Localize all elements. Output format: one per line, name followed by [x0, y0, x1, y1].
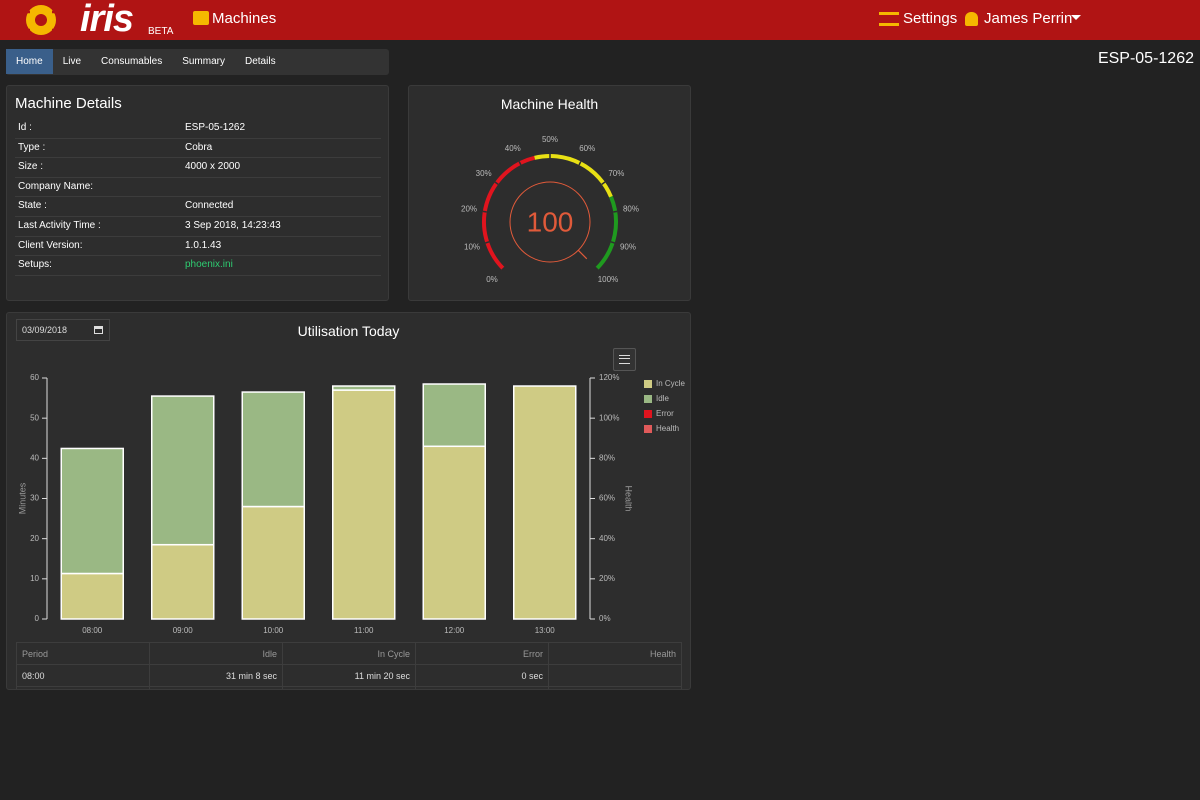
table-cell: 31 min 8 sec: [149, 664, 283, 687]
header: iris BETA Machines Settings James Perrin: [0, 0, 1200, 40]
menu-icon: [619, 355, 630, 364]
logo-icon: [10, 5, 72, 35]
calendar-icon: [94, 326, 103, 334]
table-header: In Cycle: [282, 642, 416, 665]
user-icon: [965, 12, 978, 26]
detail-row: Company Name:: [15, 177, 381, 198]
health-title: Machine Health: [500, 96, 599, 112]
tab[interactable]: Details: [245, 56, 276, 67]
machines-icon: [193, 11, 209, 25]
tab[interactable]: Home: [6, 49, 53, 74]
user-caret: [1071, 15, 1081, 25]
period-table: Period Idle In Cycle Error Health 08:00 31 min…: [16, 642, 682, 689]
detail-row: Last Activity Time : 3 Sep 2018, 14:23:43: [15, 216, 381, 237]
detail-value: 1.0.1.43: [185, 239, 222, 251]
table-cell: 11 min 20 sec: [282, 664, 416, 687]
table-cell: [149, 686, 283, 689]
detail-value[interactable]: phoenix.ini: [185, 259, 233, 271]
date-input[interactable]: 03/09/2018: [16, 319, 110, 341]
nav-settings[interactable]: Settings: [903, 10, 958, 27]
table-header: Period: [16, 642, 150, 665]
detail-row: Id : ESP-05-1262: [15, 118, 381, 139]
tab[interactable]: Live: [62, 56, 82, 67]
table-cell: [548, 664, 682, 687]
table-header: Health: [548, 642, 682, 665]
detail-value: 4000 x 2000: [185, 161, 241, 173]
detail-value: 3 Sep 2018, 14:23:43: [185, 220, 281, 231]
tab[interactable]: Consumables: [101, 56, 163, 67]
detail-row: Client Version: 1.0.1.43: [15, 236, 381, 257]
beta-badge: BETA: [148, 26, 174, 37]
table-cell: 08:00: [16, 664, 150, 687]
chart-menu[interactable]: [613, 348, 636, 371]
table-header-row: Period Idle In Cycle Error Health: [16, 642, 682, 665]
chart-title: Utilisation Today: [297, 323, 400, 339]
detail-row: State : Connected: [15, 196, 381, 217]
table-cell: 0 sec: [415, 664, 549, 687]
detail-label: Company Name:: [18, 180, 94, 192]
nav-user[interactable]: James Perrin: [984, 10, 1073, 27]
detail-label: Client Version:: [18, 239, 83, 251]
machine-id: ESP-05-1262: [1097, 50, 1194, 67]
detail-value: Connected: [185, 200, 234, 212]
utilisation-panel: Utilisation Today 03/09/2018 Period Idle I…: [6, 312, 691, 690]
tab-bar: Home Live Consumables Summary Details: [6, 49, 389, 75]
table-cell: [282, 686, 416, 689]
detail-value: Cobra: [185, 141, 213, 153]
health-panel: Machine Health: [408, 85, 691, 301]
details-panel: Machine Details Id : ESP-05-1262 Type : Cob…: [6, 85, 389, 301]
detail-row: Type : Cobra: [15, 138, 381, 159]
settings-icon: [879, 12, 899, 26]
table-header: Idle: [149, 642, 283, 665]
menu-icon-bar: [619, 358, 630, 359]
logo-text: iris: [80, 0, 134, 40]
detail-label: State :: [18, 200, 47, 212]
table-cell: [415, 686, 549, 689]
detail-label: Id :: [18, 122, 32, 133]
detail-row: Size : 4000 x 2000: [15, 157, 381, 178]
detail-value: ESP-05-1262: [185, 122, 246, 133]
details-title: Machine Details: [15, 95, 122, 112]
detail-row: Setups: phoenix.ini: [15, 255, 381, 276]
table-cell: [16, 686, 150, 689]
detail-label: Type :: [18, 141, 46, 153]
date-value: 03/09/2018: [22, 325, 68, 335]
nav-machines[interactable]: Machines: [212, 10, 277, 27]
table-cell: [548, 686, 682, 689]
detail-label: Size :: [18, 161, 44, 173]
detail-label: Last Activity Time :: [18, 220, 101, 231]
table-row: [16, 686, 682, 689]
table-header: Error: [415, 642, 549, 665]
table-row: 08:00 31 min 8 sec 11 min 20 sec 0 sec: [16, 664, 682, 687]
tab[interactable]: Summary: [182, 56, 225, 67]
detail-label: Setups:: [18, 259, 52, 271]
